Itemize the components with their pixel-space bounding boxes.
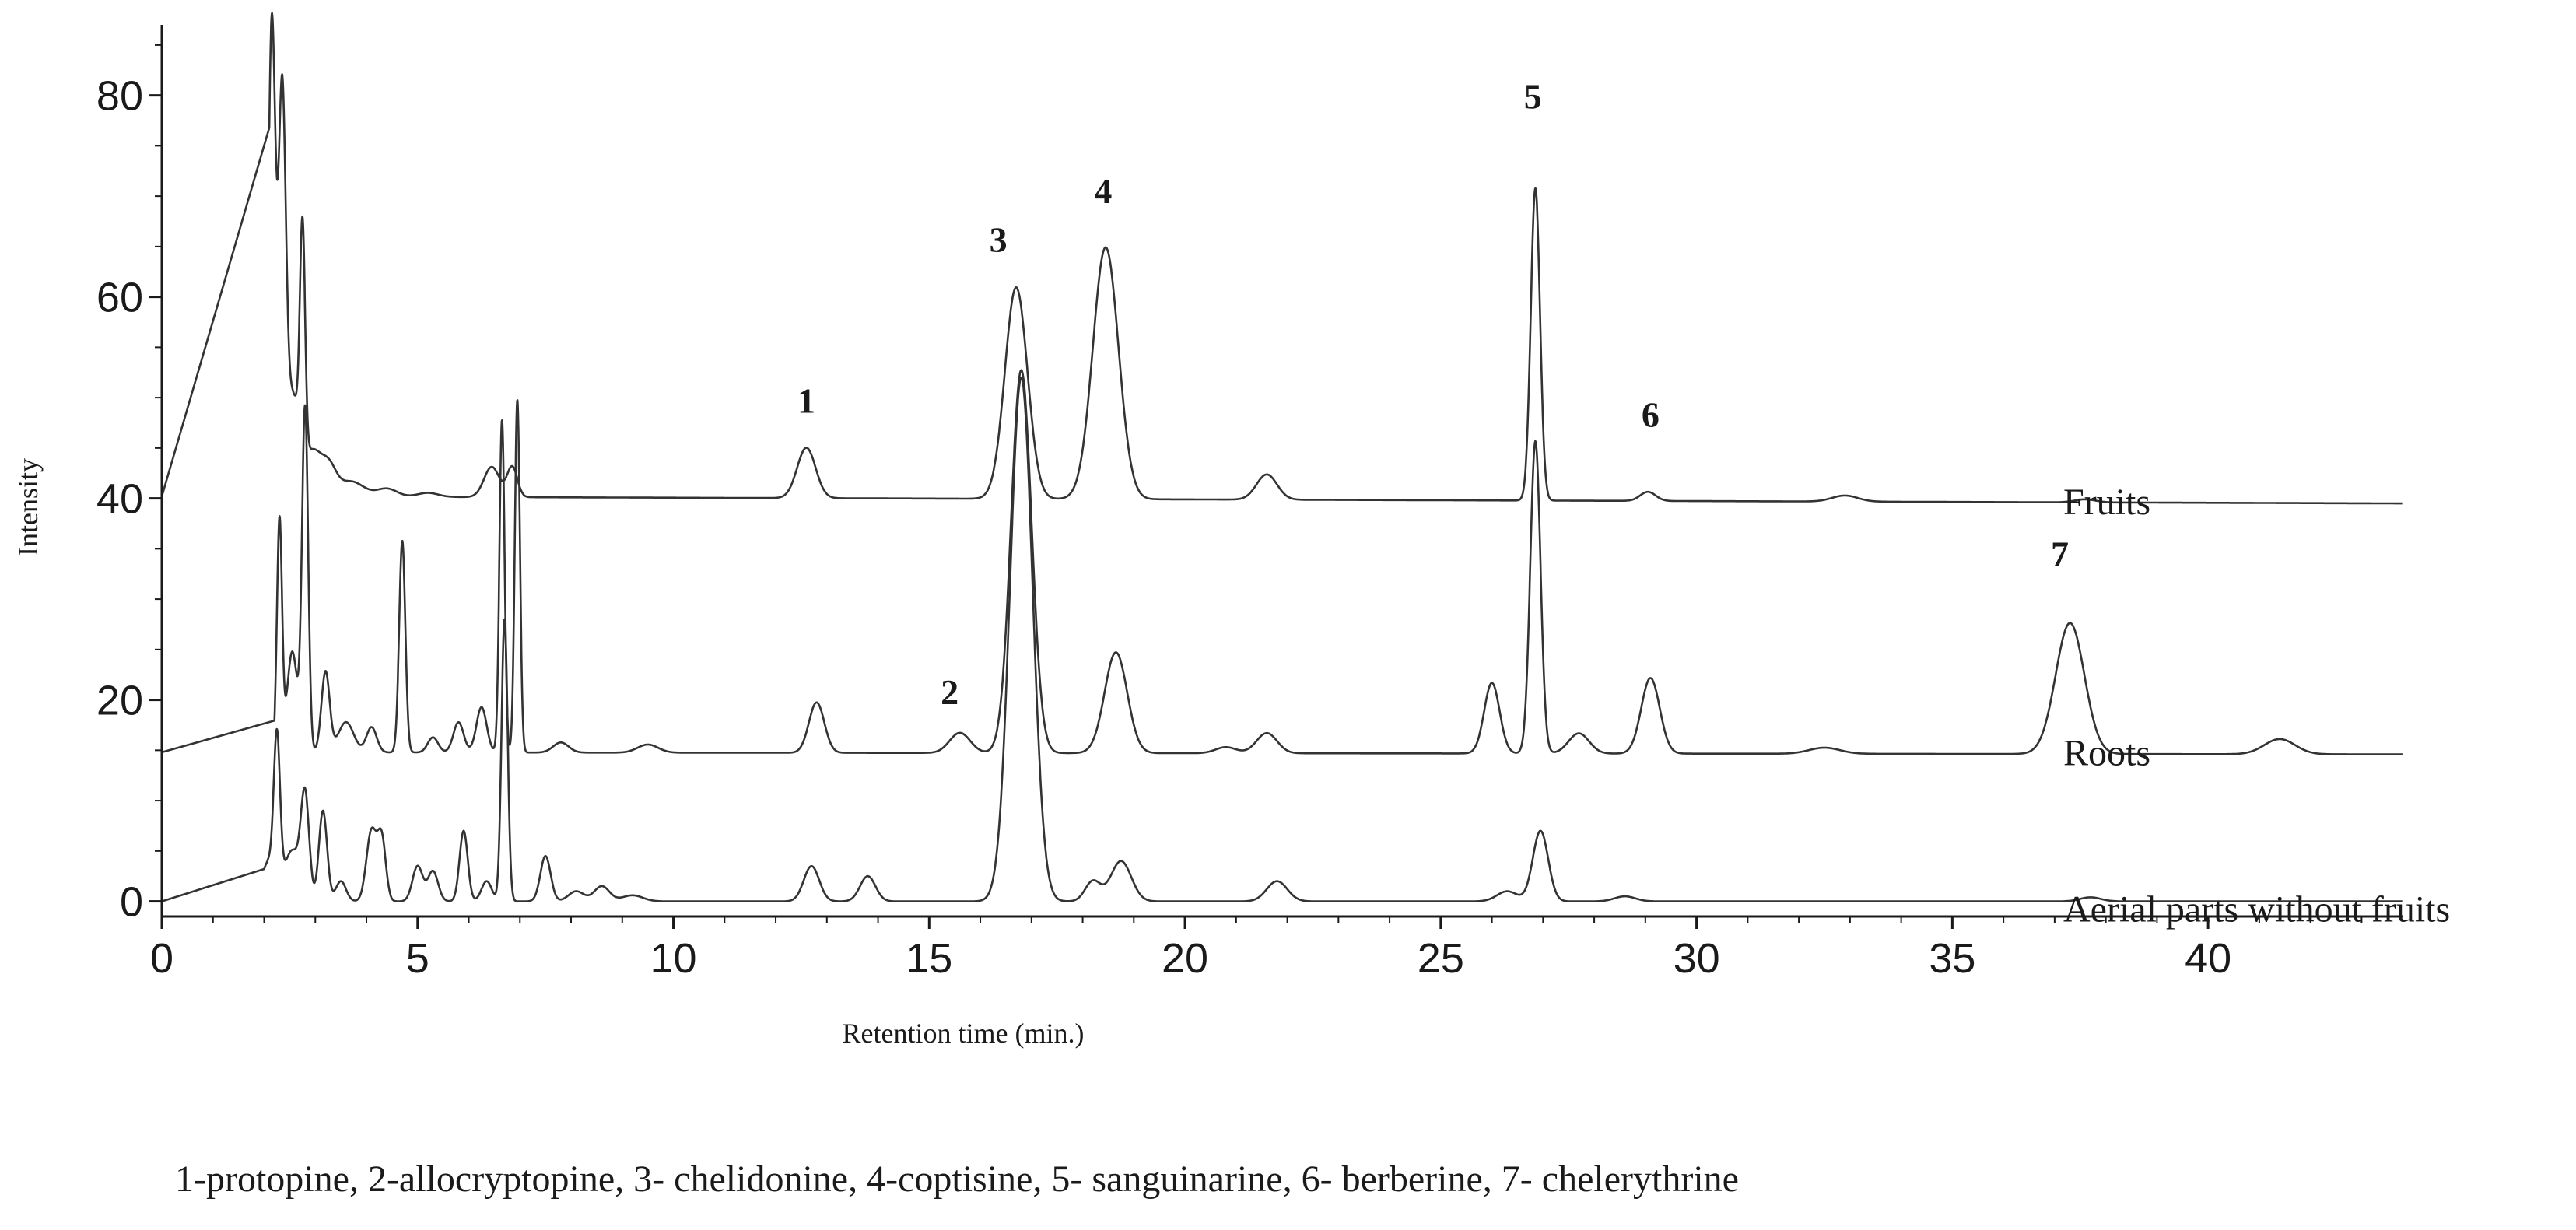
x-tick-label: 30 [1674,935,1720,982]
peak-label-7: 7 [2051,534,2069,573]
x-tick-label: 25 [1418,935,1464,982]
peak-label-5: 5 [1524,76,1542,116]
x-tick-label: 15 [906,935,952,982]
series-label-fruits: Fruits [2063,482,2150,523]
y-axis-label: Intensity [12,458,44,556]
y-tick-label: 60 [96,275,143,321]
x-tick-label: 20 [1162,935,1208,982]
trace-line-roots [161,369,2403,755]
x-tick-label: 35 [1929,935,1975,982]
x-tick-label: 40 [2185,935,2231,982]
peak-label-1: 1 [797,381,815,421]
peak-labels: 1 2 3 4 5 6 7 [797,76,2069,711]
chromatogram-traces: Fruits Roots Aerial parts without fruits [160,12,2450,930]
series-label-roots: Roots [2063,733,2150,774]
peak-label-3: 3 [990,219,1008,259]
series-label-aerial-parts-without-fruits: Aerial parts without fruits [2063,889,2450,930]
trace-line-fruits [160,12,2403,505]
y-tick-label: 20 [96,678,143,724]
x-tick-label: 10 [650,935,696,982]
x-tick-label: 0 [150,935,173,982]
compound-legend-footnote: 1-protopine, 2-allocryptopine, 3- chelid… [175,1158,1739,1200]
peak-label-4: 4 [1094,171,1112,211]
y-tick-label: 40 [96,476,143,523]
x-tick-label: 5 [406,935,429,982]
peak-label-6: 6 [1642,395,1660,435]
peak-label-2: 2 [941,672,959,712]
y-tick-label: 80 [96,73,143,120]
x-axis-label: Retention time (min.) [843,1018,1085,1049]
trace-line-aerial-parts-without-fruits [161,376,2403,902]
y-tick-label: 0 [120,879,143,926]
